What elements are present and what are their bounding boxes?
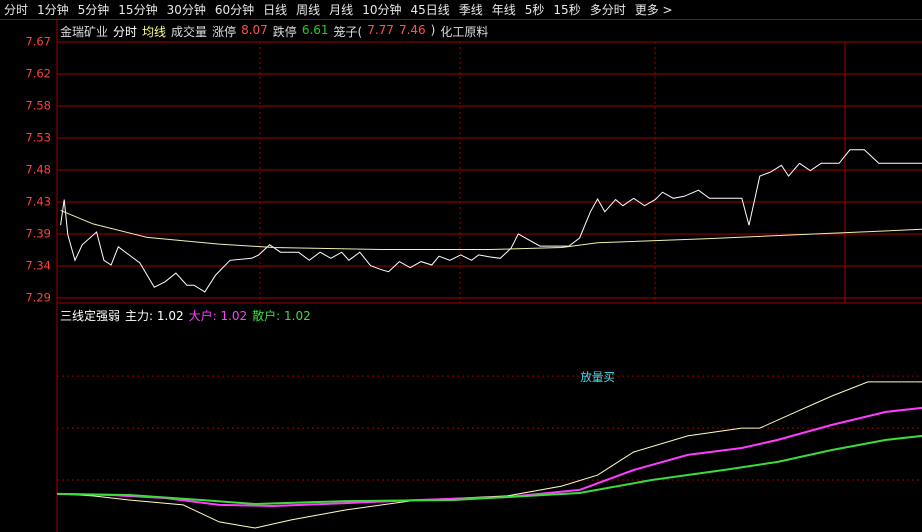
toolbar: 分时 1分钟 5分钟 15分钟 30分钟 60分钟 日线 周线 月线 10分钟 45日线 季线 年线 5秒… xyxy=(0,0,922,20)
header-item: 7.77 xyxy=(367,23,394,37)
series-line xyxy=(56,434,922,506)
toolbar-tab[interactable]: 5秒 xyxy=(524,3,545,17)
y-tick-label: 7.67 xyxy=(25,35,51,49)
header-item: 金瑞矿业 xyxy=(60,25,109,39)
series-line xyxy=(56,381,922,529)
header-item: 成交量 xyxy=(171,25,208,39)
toolbar-tab[interactable]: 多分时 xyxy=(589,3,626,17)
header-item: 笼子( xyxy=(333,25,363,39)
toolbar-tab[interactable]: 45日线 xyxy=(410,3,450,17)
y-tick-label: 7.62 xyxy=(25,67,51,81)
y-tick-label: 7.29 xyxy=(25,291,51,305)
header-item: 7.46 xyxy=(398,23,426,37)
toolbar-tab[interactable]: 60分钟 xyxy=(214,3,255,17)
toolbar-tab[interactable]: 30分钟 xyxy=(166,3,206,17)
toolbar-tab[interactable]: 更多 > xyxy=(634,3,673,17)
series-line xyxy=(56,406,922,508)
toolbar-tab[interactable]: 15分钟 xyxy=(118,3,158,17)
series-line xyxy=(60,209,922,250)
y-tick-label: 7.53 xyxy=(25,131,51,145)
y-tick-label: 7.39 xyxy=(25,227,51,241)
y-tick-label: 7.43 xyxy=(25,195,51,209)
legend-item: 大户: 1.02 xyxy=(188,309,248,323)
header-item: 分时 xyxy=(113,25,138,39)
header: 金瑞矿业 分时 均线 成交量 涨停 8.07 跌停 6.61 笼子( 7.77 7.46) 化工原料 xyxy=(60,23,488,40)
toolbar-tab[interactable]: 15秒 xyxy=(553,3,581,17)
header-item: 涨停 xyxy=(212,25,237,39)
legend-item: 主力: 1.02 xyxy=(125,309,184,323)
toolbar-tab[interactable]: 10分钟 xyxy=(362,3,402,17)
legend-item: 散户: 1.02 xyxy=(252,309,311,323)
annotation: 放量买 xyxy=(580,370,615,384)
toolbar-tab[interactable]: 分时 xyxy=(4,3,29,17)
toolbar-tab[interactable]: 月线 xyxy=(329,3,354,17)
y-tick-label: 7.48 xyxy=(25,163,51,177)
header-item: 跌停 xyxy=(272,25,297,39)
toolbar-tab[interactable]: 日线 xyxy=(263,3,288,17)
toolbar-tab[interactable]: 季线 xyxy=(458,3,483,17)
header-item: 化工原料 xyxy=(440,25,489,39)
toolbar-tab[interactable]: 5分钟 xyxy=(77,3,110,17)
header-item: ) xyxy=(430,23,436,37)
indicator-legend: 三线定强弱 主力: 1.02 大户: 1.02 散户: 1.02 xyxy=(60,307,311,324)
y-tick-label: 7.34 xyxy=(25,259,51,273)
y-tick-label: 7.58 xyxy=(25,99,51,113)
header-item: 均线 xyxy=(142,25,167,39)
indicator-title: 三线定强弱 xyxy=(60,309,121,323)
toolbar-tab[interactable]: 年线 xyxy=(491,3,516,17)
toolbar-tab[interactable]: 1分钟 xyxy=(37,3,69,17)
header-item: 6.61 xyxy=(301,23,329,37)
series-line xyxy=(60,149,922,293)
header-item: 8.07 xyxy=(241,23,268,37)
toolbar-tab[interactable]: 周线 xyxy=(296,3,321,17)
